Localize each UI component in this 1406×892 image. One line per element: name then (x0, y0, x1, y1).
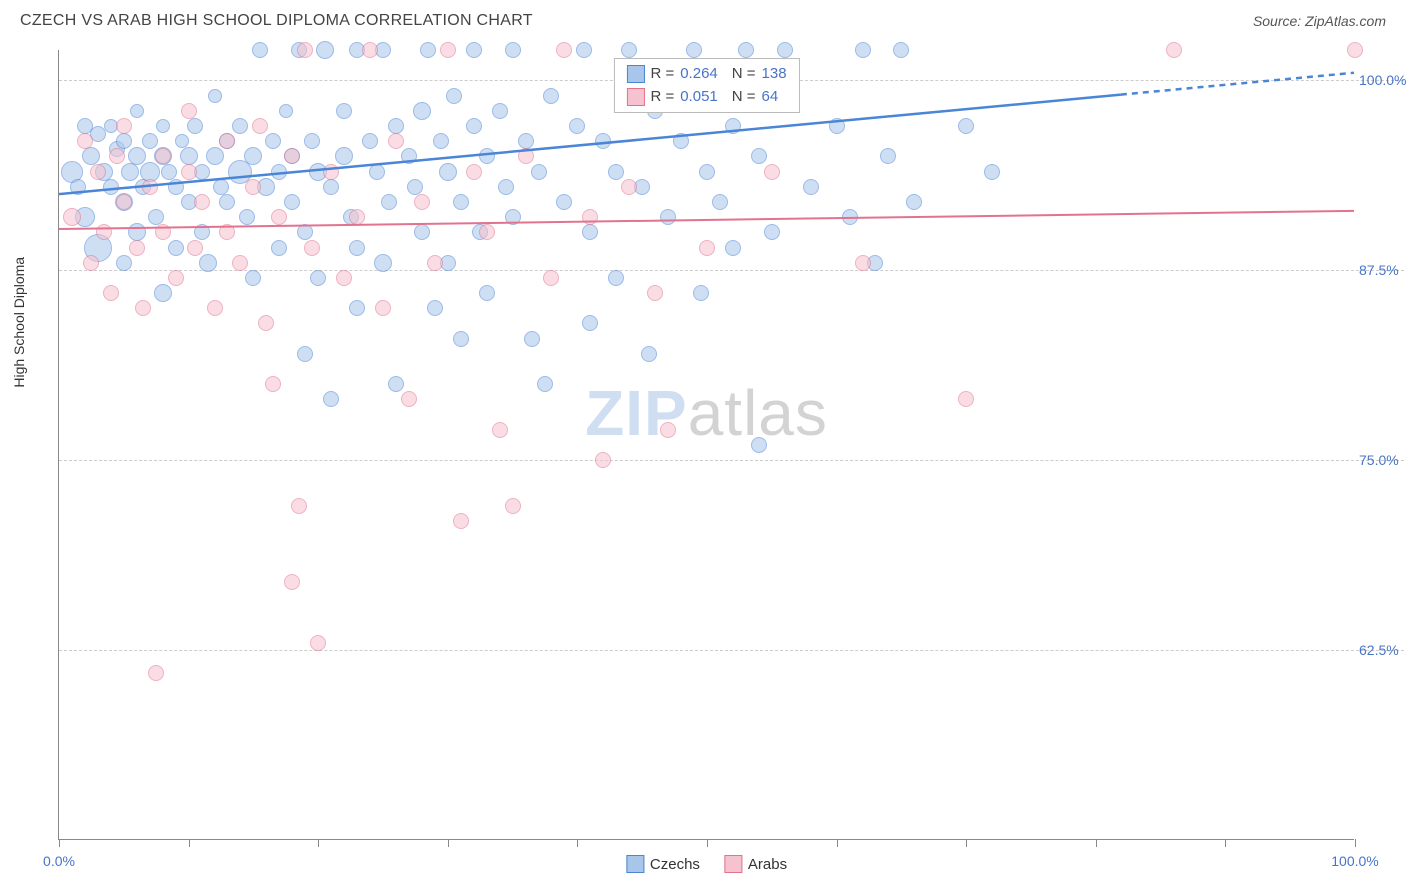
trendline-arabs (59, 211, 1354, 229)
legend-swatch-arabs (724, 855, 742, 873)
x-tick (448, 839, 449, 847)
y-tick-label: 75.0% (1359, 452, 1406, 468)
x-tick (837, 839, 838, 847)
x-tick (577, 839, 578, 847)
y-tick-label: 62.5% (1359, 642, 1406, 658)
legend-swatch-czechs (626, 855, 644, 873)
legend-swatch-czechs (626, 65, 644, 83)
x-tick (707, 839, 708, 847)
legend-swatch-arabs (626, 88, 644, 106)
y-tick-label: 87.5% (1359, 262, 1406, 278)
legend-row-arabs: R =0.051N =64 (626, 86, 786, 109)
x-tick-label: 0.0% (43, 853, 75, 869)
x-tick (1096, 839, 1097, 847)
x-tick (318, 839, 319, 847)
source-attribution: Source: ZipAtlas.com (1253, 13, 1386, 29)
legend-row-czechs: R =0.264N =138 (626, 63, 786, 86)
legend-item-arabs: Arabs (724, 855, 787, 873)
y-axis-title: High School Diploma (11, 256, 27, 387)
legend-item-czechs: Czechs (626, 855, 700, 873)
trendline-czechs (59, 95, 1121, 195)
x-tick-label: 100.0% (1331, 853, 1378, 869)
chart-title: CZECH VS ARAB HIGH SCHOOL DIPLOMA CORREL… (20, 12, 533, 30)
x-tick (1355, 839, 1356, 847)
plot-area: High School Diploma 62.5%75.0%87.5%100.0… (58, 50, 1354, 840)
legend-correlation-box: R =0.264N =138R =0.051N =64 (613, 58, 799, 113)
x-tick (1225, 839, 1226, 847)
trendline-czechs-extrapolated (1121, 73, 1354, 95)
x-tick (966, 839, 967, 847)
legend-series: Czechs Arabs (626, 855, 787, 873)
x-tick (59, 839, 60, 847)
x-tick (189, 839, 190, 847)
y-tick-label: 100.0% (1359, 72, 1406, 88)
